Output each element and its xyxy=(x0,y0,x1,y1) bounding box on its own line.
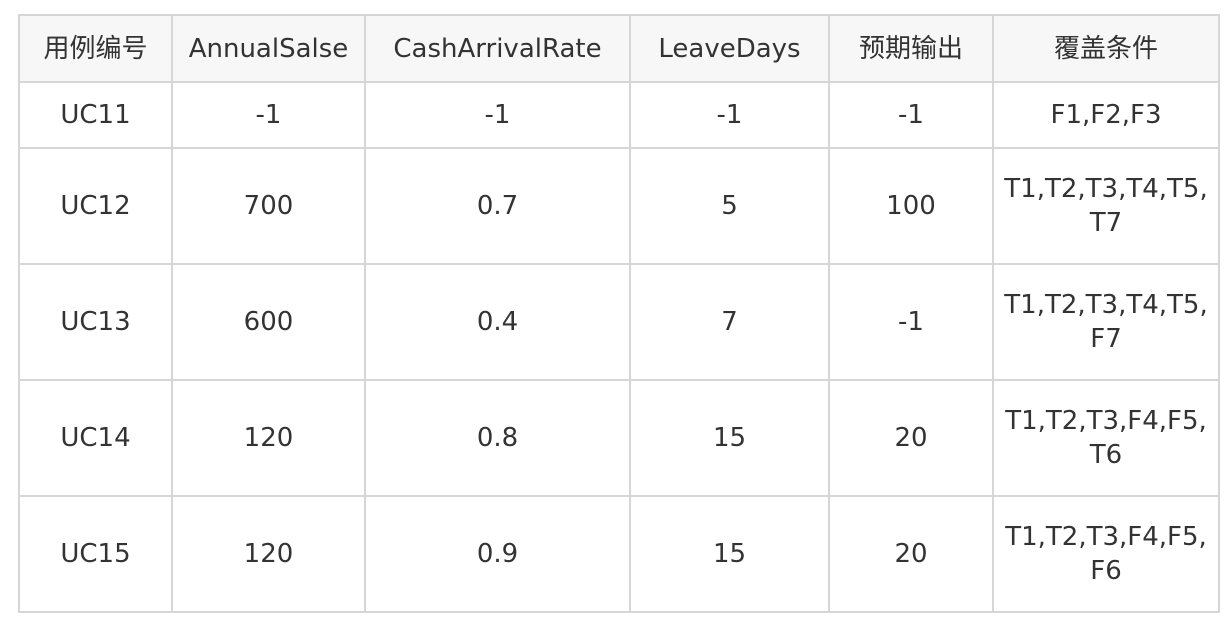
table-row: UC11 -1 -1 -1 -1 F1,F2,F3 xyxy=(18,81,1220,149)
cell-leave-days: 5 xyxy=(629,147,830,265)
cell-cash-arrival-rate: 0.8 xyxy=(364,379,631,497)
cell-coverage: T1,T2,T3,F4,F5,F6 xyxy=(992,495,1220,613)
cell-coverage: T1,T2,T3,F4,F5,T6 xyxy=(992,379,1220,497)
cell-leave-days: 15 xyxy=(629,495,830,613)
table-row: UC13 600 0.4 7 -1 T1,T2,T3,T4,T5,F7 xyxy=(18,263,1220,381)
cell-cash-arrival-rate: 0.4 xyxy=(364,263,631,381)
test-case-table-container: 用例编号 AnnualSalse CashArrivalRate LeaveDa… xyxy=(18,14,1220,613)
cell-annual-salse: 120 xyxy=(171,495,366,613)
cell-case-id: UC12 xyxy=(18,147,173,265)
test-case-table: 用例编号 AnnualSalse CashArrivalRate LeaveDa… xyxy=(18,14,1220,613)
cell-expected-output: 20 xyxy=(828,495,994,613)
header-leave-days: LeaveDays xyxy=(629,14,830,83)
header-case-id: 用例编号 xyxy=(18,14,173,83)
table-row: UC14 120 0.8 15 20 T1,T2,T3,F4,F5,T6 xyxy=(18,379,1220,497)
cell-coverage: F1,F2,F3 xyxy=(992,81,1220,149)
table-row: UC15 120 0.9 15 20 T1,T2,T3,F4,F5,F6 xyxy=(18,495,1220,613)
cell-leave-days: 7 xyxy=(629,263,830,381)
header-cash-arrival-rate: CashArrivalRate xyxy=(364,14,631,83)
cell-cash-arrival-rate: 0.9 xyxy=(364,495,631,613)
header-expected-output: 预期输出 xyxy=(828,14,994,83)
cell-leave-days: -1 xyxy=(629,81,830,149)
cell-expected-output: -1 xyxy=(828,263,994,381)
cell-case-id: UC13 xyxy=(18,263,173,381)
cell-annual-salse: 600 xyxy=(171,263,366,381)
cell-expected-output: 100 xyxy=(828,147,994,265)
cell-case-id: UC11 xyxy=(18,81,173,149)
cell-coverage: T1,T2,T3,T4,T5,T7 xyxy=(992,147,1220,265)
cell-expected-output: -1 xyxy=(828,81,994,149)
cell-cash-arrival-rate: -1 xyxy=(364,81,631,149)
header-annual-salse: AnnualSalse xyxy=(171,14,366,83)
cell-cash-arrival-rate: 0.7 xyxy=(364,147,631,265)
table-row: UC12 700 0.7 5 100 T1,T2,T3,T4,T5,T7 xyxy=(18,147,1220,265)
header-coverage: 覆盖条件 xyxy=(992,14,1220,83)
cell-leave-days: 15 xyxy=(629,379,830,497)
cell-annual-salse: 120 xyxy=(171,379,366,497)
cell-case-id: UC14 xyxy=(18,379,173,497)
table-header-row: 用例编号 AnnualSalse CashArrivalRate LeaveDa… xyxy=(18,14,1220,83)
cell-annual-salse: -1 xyxy=(171,81,366,149)
cell-expected-output: 20 xyxy=(828,379,994,497)
cell-annual-salse: 700 xyxy=(171,147,366,265)
cell-case-id: UC15 xyxy=(18,495,173,613)
cell-coverage: T1,T2,T3,T4,T5,F7 xyxy=(992,263,1220,381)
